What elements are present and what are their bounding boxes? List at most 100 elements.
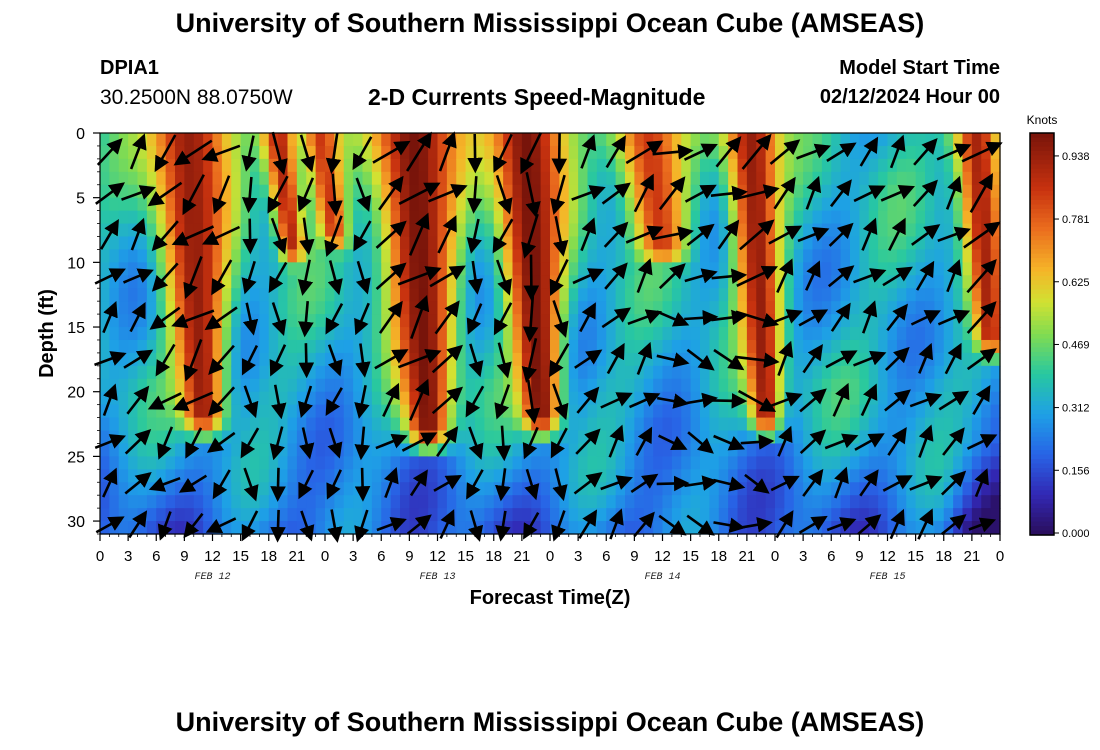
current-vector xyxy=(268,261,288,293)
speed-cell xyxy=(653,456,664,470)
speed-cell xyxy=(446,327,457,341)
speed-cell xyxy=(409,249,420,263)
speed-cell xyxy=(503,339,514,354)
speed-cell xyxy=(850,158,860,173)
current-vector xyxy=(573,472,603,495)
speed-cell xyxy=(887,301,898,315)
speed-cell xyxy=(784,327,795,341)
speed-cell xyxy=(700,288,710,302)
current-vector xyxy=(468,426,484,460)
speed-cell xyxy=(493,508,504,522)
speed-cell xyxy=(334,339,345,354)
current-vector xyxy=(799,388,827,413)
colorbar-segment xyxy=(1030,222,1054,228)
speed-cell xyxy=(606,521,617,535)
speed-cell xyxy=(250,301,260,315)
speed-cell xyxy=(821,482,832,496)
colorbar-segment xyxy=(1030,494,1054,500)
current-vector xyxy=(99,218,119,250)
speed-cell xyxy=(568,223,579,238)
speed-cell xyxy=(362,352,373,367)
speed-cell xyxy=(175,171,185,186)
current-vector xyxy=(737,389,777,412)
speed-cell xyxy=(943,404,954,419)
speed-cell xyxy=(812,249,823,263)
speed-cell xyxy=(259,223,270,238)
speed-cell xyxy=(306,275,317,289)
speed-cell xyxy=(334,391,345,406)
speed-cell xyxy=(109,327,120,341)
speed-cell xyxy=(906,158,917,173)
current-vector xyxy=(183,512,204,539)
speed-cell xyxy=(118,262,129,276)
speed-cell xyxy=(175,521,185,535)
speed-cell xyxy=(793,288,804,302)
current-vector xyxy=(297,259,314,296)
speed-cell xyxy=(887,378,898,393)
speed-cell xyxy=(362,145,373,160)
current-vector xyxy=(375,433,408,450)
speed-cell xyxy=(868,417,879,432)
speed-cell xyxy=(840,495,851,509)
speed-cell xyxy=(990,133,1001,147)
speed-cell xyxy=(737,456,748,470)
speed-cell xyxy=(259,443,270,457)
speed-cell xyxy=(540,365,551,380)
speed-cell xyxy=(512,171,523,186)
current-vector xyxy=(736,265,779,287)
speed-cell xyxy=(203,352,214,367)
colorbar-segment xyxy=(1030,418,1054,424)
speed-cell xyxy=(756,339,767,354)
speed-cell xyxy=(287,365,298,380)
speed-cell xyxy=(709,495,720,509)
current-vector xyxy=(884,346,910,372)
current-vector xyxy=(734,184,780,201)
speed-cell xyxy=(371,352,382,367)
current-vector xyxy=(468,343,484,378)
current-vector xyxy=(102,383,118,417)
current-vector xyxy=(861,217,878,251)
speed-cell xyxy=(250,249,260,263)
speed-cell xyxy=(240,456,251,470)
speed-cell xyxy=(615,288,626,302)
colorbar-segment xyxy=(1030,289,1054,295)
speed-cell xyxy=(390,417,401,432)
colorbar-segment xyxy=(1030,293,1054,299)
speed-cell xyxy=(165,339,176,354)
colorbar-segment xyxy=(1030,450,1054,456)
current-vector xyxy=(741,133,772,170)
speed-cell xyxy=(943,508,954,522)
current-vector xyxy=(826,517,857,532)
speed-cell xyxy=(793,469,804,483)
speed-cell xyxy=(240,495,251,509)
speed-cell xyxy=(578,275,589,289)
speed-cell xyxy=(700,171,710,186)
speed-cell xyxy=(775,404,785,419)
colorbar-segment xyxy=(1030,387,1054,393)
speed-cell xyxy=(428,456,439,470)
speed-cell xyxy=(596,456,607,470)
speed-cell xyxy=(203,508,214,522)
speed-cell xyxy=(850,391,860,406)
speed-cell xyxy=(193,508,204,522)
speed-cell xyxy=(625,339,635,354)
speed-cell xyxy=(446,275,457,289)
footer-title: University of Southern Mississippi Ocean… xyxy=(175,707,925,737)
speed-cell xyxy=(765,469,776,483)
speed-cell xyxy=(193,430,204,445)
current-vector xyxy=(684,309,719,326)
speed-cell xyxy=(953,482,964,496)
speed-cell xyxy=(503,210,514,225)
speed-cell xyxy=(165,133,176,147)
speed-cell xyxy=(371,301,382,315)
speed-cell xyxy=(981,184,992,199)
speed-cell xyxy=(100,184,110,199)
speed-cell xyxy=(746,301,757,315)
speed-cell xyxy=(409,508,420,522)
speed-cell xyxy=(343,145,354,160)
speed-cell xyxy=(568,171,579,186)
speed-cell xyxy=(109,417,120,432)
speed-cell xyxy=(175,158,185,173)
speed-cell xyxy=(268,249,279,263)
speed-cell xyxy=(990,404,1001,419)
